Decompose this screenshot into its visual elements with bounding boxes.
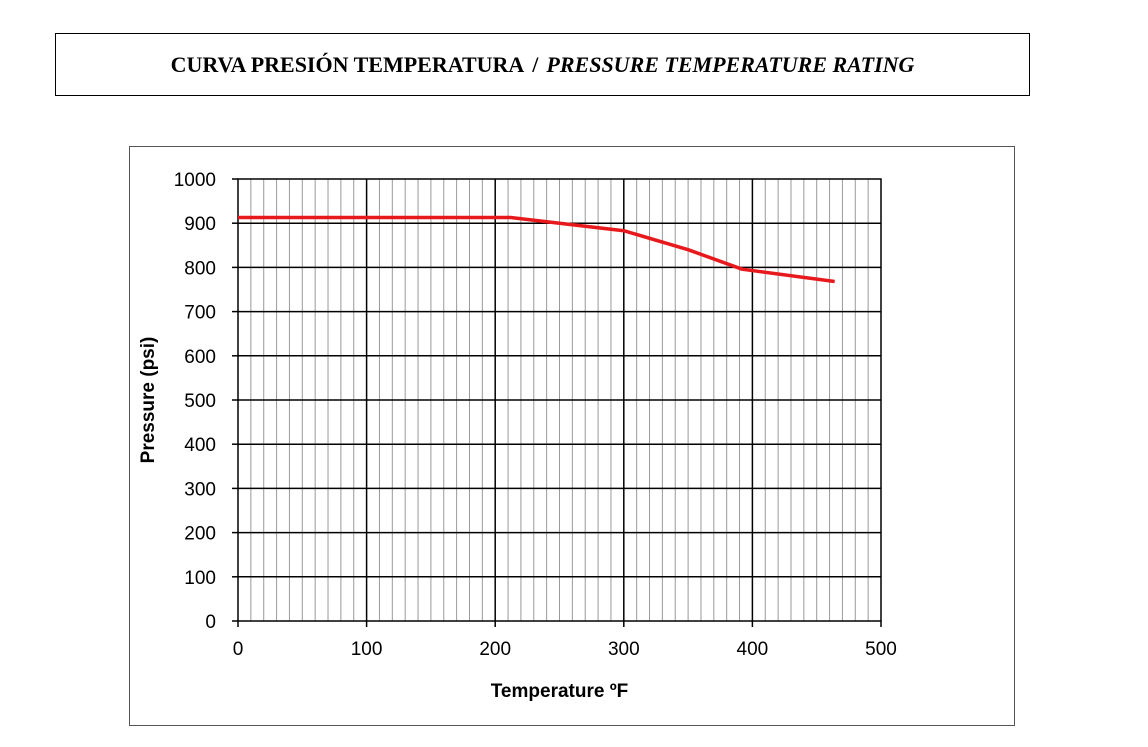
x-tick-label: 100 <box>351 639 383 660</box>
x-tick-label: 500 <box>865 639 897 660</box>
header-title-box: CURVA PRESIÓN TEMPERATURA / PRESSURE TEM… <box>55 33 1030 96</box>
pressure-temperature-chart: 0 100 200 300 400 500 600 700 800 900 1000 0 100 200… <box>138 170 897 702</box>
y-tick-label: 300 <box>184 479 216 500</box>
y-tick-label: 900 <box>184 214 216 235</box>
y-tick-label: 1000 <box>174 170 216 191</box>
y-axis-title: Pressure (psi) <box>138 337 159 464</box>
y-tick-label: 0 <box>205 612 216 633</box>
y-tick-label: 100 <box>184 568 216 589</box>
series-line <box>238 215 835 284</box>
y-tick-label: 500 <box>184 391 216 412</box>
y-tick-label: 200 <box>184 524 216 545</box>
y-tick-label: 600 <box>184 347 216 368</box>
x-tick-label: 0 <box>233 639 244 660</box>
x-tick-label: 200 <box>479 639 511 660</box>
title-english: PRESSURE TEMPERATURE RATING <box>546 51 915 77</box>
title-spanish: CURVA PRESIÓN TEMPERATURA <box>170 51 525 77</box>
y-tick-label: 700 <box>184 303 216 324</box>
chart-frame: 0 100 200 300 400 500 600 700 800 900 1000 0 100 200… <box>129 146 1015 726</box>
series-layer <box>238 215 835 284</box>
title-separator: / <box>532 51 539 77</box>
y-axis-tick-labels: 0 100 200 300 400 500 600 700 800 900 1000 <box>174 170 216 633</box>
x-axis-title: Temperature ºF <box>491 681 629 702</box>
x-axis-tick-labels: 0 100 200 300 400 500 <box>233 639 897 660</box>
x-tick-label: 400 <box>737 639 769 660</box>
y-tick-label: 400 <box>184 435 216 456</box>
x-tick-label: 300 <box>608 639 640 660</box>
y-tick-label: 800 <box>184 258 216 279</box>
axis-tick-marks <box>232 178 882 627</box>
